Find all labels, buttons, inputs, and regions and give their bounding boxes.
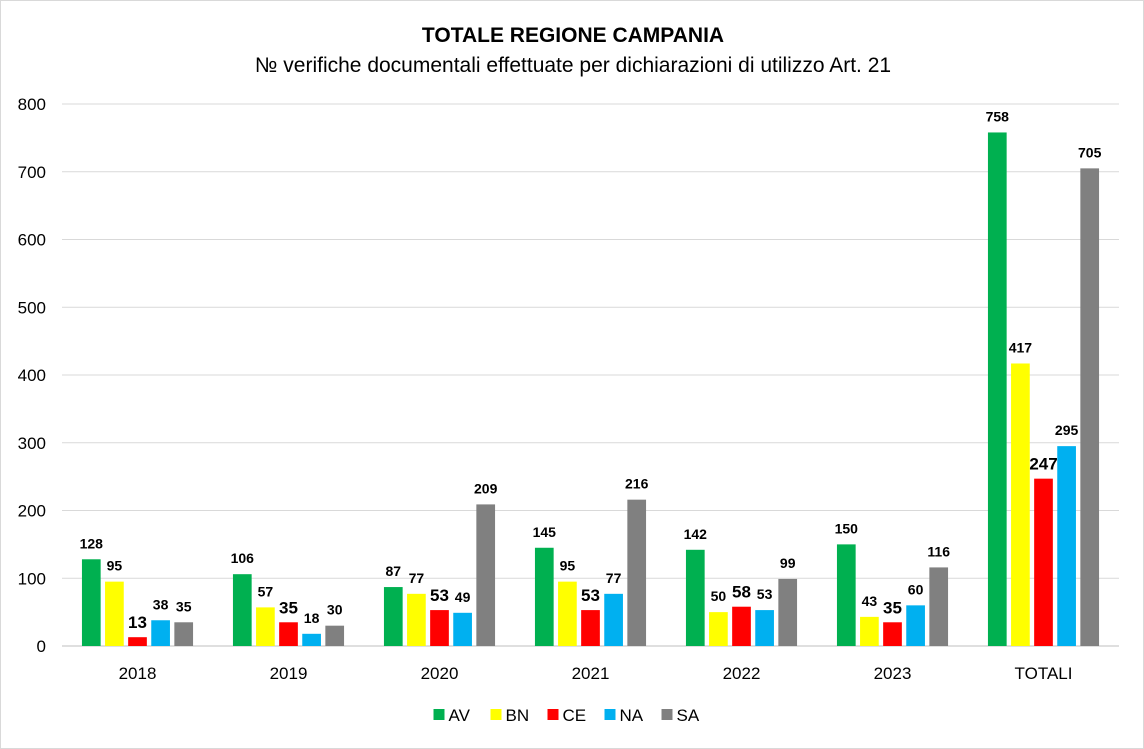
legend-swatch-ce (547, 709, 559, 720)
legend-label-bn: BN (506, 706, 530, 725)
data-label: 95 (107, 558, 123, 574)
bar-av-2023 (836, 544, 856, 646)
data-label: 705 (1078, 144, 1102, 160)
data-label: 77 (606, 570, 622, 586)
y-tick-label: 200 (18, 502, 46, 521)
data-label: 150 (835, 520, 859, 536)
data-label: 99 (780, 555, 796, 571)
bar-sa-2018 (174, 622, 194, 646)
bar-na-2021 (604, 593, 623, 646)
y-tick-label: 300 (18, 434, 46, 453)
legend-label-na: NA (620, 706, 644, 725)
data-label: 295 (1055, 422, 1079, 438)
bar-na-2023 (906, 605, 925, 646)
x-tick-label: 2023 (874, 664, 912, 683)
data-label: 116 (927, 543, 950, 559)
bar-sa-2021 (627, 499, 647, 646)
bar-na-2022 (755, 610, 774, 646)
legend-label-sa: SA (677, 706, 700, 725)
bar-bn-2018 (105, 581, 124, 646)
bar-ce-2020 (430, 610, 449, 646)
data-label: 50 (711, 588, 727, 604)
bar-ce-2022 (732, 606, 751, 646)
legend-label-ce: CE (563, 706, 587, 725)
x-tick-label: 2020 (421, 664, 459, 683)
chart-title: TOTALE REGIONE CAMPANIA (421, 24, 725, 47)
y-tick-label: 800 (18, 95, 46, 114)
data-label: 106 (231, 550, 255, 566)
bar-ce-2021 (581, 610, 600, 646)
bar-av-2020 (383, 587, 403, 646)
data-label: 247 (1029, 455, 1057, 474)
data-label: 53 (430, 586, 449, 605)
data-label: 18 (304, 610, 320, 626)
bar-av-2019 (232, 574, 252, 646)
data-label: 57 (258, 583, 274, 599)
bar-bn-2022 (709, 612, 728, 646)
y-tick-label: 700 (18, 163, 46, 182)
data-label: 209 (474, 480, 498, 496)
y-tick-label: 0 (37, 637, 46, 656)
x-tick-label: 2019 (270, 664, 308, 683)
y-tick-label: 100 (18, 569, 46, 588)
data-label: 53 (581, 586, 600, 605)
bar-av-totali (987, 132, 1007, 646)
data-label: 30 (327, 602, 343, 618)
x-tick-label: 2022 (723, 664, 761, 683)
y-tick-label: 600 (18, 231, 46, 250)
bar-sa-2019 (325, 625, 345, 646)
bar-na-2020 (453, 612, 472, 646)
data-label: 58 (732, 583, 751, 602)
data-label: 95 (560, 558, 576, 574)
bar-na-2019 (302, 633, 321, 646)
bar-ce-2018 (128, 637, 147, 646)
bar-bn-2023 (860, 616, 879, 646)
data-label: 49 (455, 589, 471, 605)
bar-ce-totali (1034, 478, 1053, 646)
bar-sa-2023 (929, 567, 949, 646)
data-label: 53 (757, 586, 773, 602)
bar-av-2018 (81, 559, 101, 646)
data-label: 142 (684, 526, 708, 542)
x-tick-label: 2018 (119, 664, 157, 683)
bar-bn-2019 (256, 607, 275, 646)
data-label: 216 (625, 476, 649, 492)
bar-sa-2022 (778, 578, 798, 646)
bar-av-2021 (534, 547, 554, 646)
data-label: 128 (80, 535, 104, 551)
bar-sa-2020 (476, 504, 496, 646)
bar-na-totali (1057, 446, 1076, 646)
legend-label-av: AV (449, 706, 471, 725)
x-tick-label: TOTALI (1015, 664, 1073, 683)
data-label: 43 (862, 593, 878, 609)
data-label: 60 (908, 581, 924, 597)
y-tick-label: 400 (18, 366, 46, 385)
data-label: 35 (883, 598, 902, 617)
bar-ce-2023 (883, 622, 902, 646)
bar-ce-2019 (279, 622, 298, 646)
data-label: 87 (386, 563, 402, 579)
data-label: 145 (533, 524, 557, 540)
data-label: 35 (176, 598, 192, 614)
data-label: 77 (409, 570, 425, 586)
data-label: 38 (153, 596, 169, 612)
data-label: 13 (128, 613, 147, 632)
legend-swatch-na (604, 709, 616, 720)
bar-bn-2020 (407, 593, 426, 646)
legend-swatch-sa (661, 709, 673, 720)
y-tick-label: 500 (18, 298, 46, 317)
data-label: 417 (1009, 339, 1033, 355)
bar-av-2022 (685, 549, 705, 646)
data-label: 758 (986, 108, 1010, 124)
bar-na-2018 (151, 620, 170, 646)
legend-swatch-av (433, 709, 445, 720)
x-tick-label: 2021 (572, 664, 610, 683)
bar-sa-totali (1080, 168, 1100, 647)
data-label: 35 (279, 598, 298, 617)
legend-swatch-bn (490, 709, 502, 720)
bar-bn-totali (1011, 363, 1030, 646)
bar-bn-2021 (558, 581, 577, 646)
chart-subtitle: № verifiche documentali effettuate per d… (254, 54, 892, 77)
